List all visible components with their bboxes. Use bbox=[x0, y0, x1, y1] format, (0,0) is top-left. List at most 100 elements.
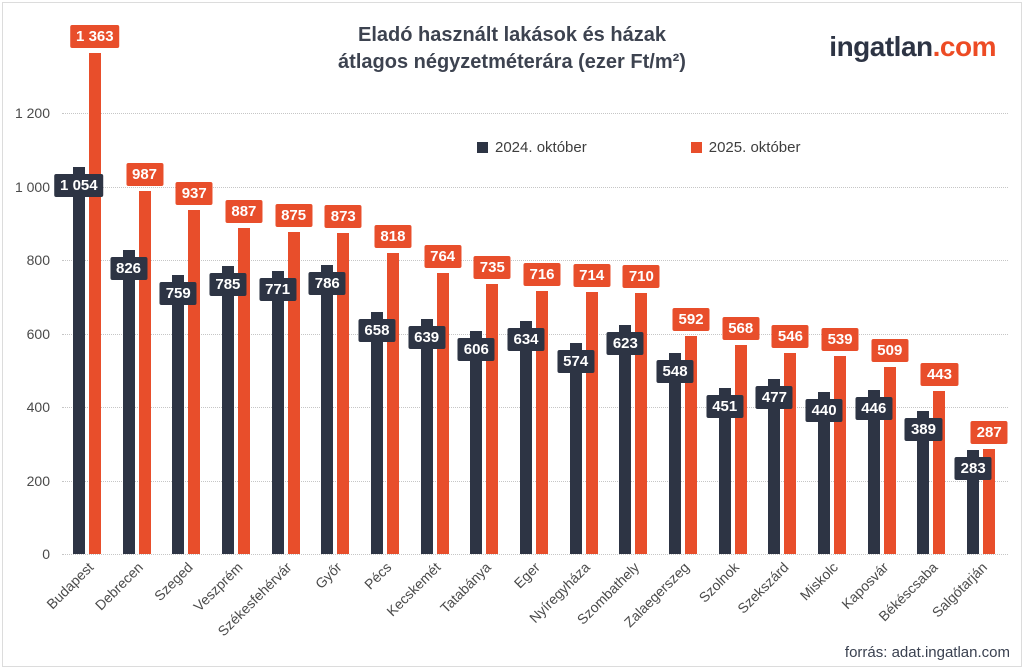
gridline-0 bbox=[62, 554, 1008, 555]
value-badge-2025-kecskemet: 764 bbox=[424, 245, 462, 269]
value-badge-2024-pecs: 658 bbox=[358, 319, 396, 343]
value-badge-2024-salgotarjan: 283 bbox=[954, 456, 992, 480]
x-label-pecs: Pécs bbox=[360, 559, 395, 593]
value-badge-2025-salgotarjan: 287 bbox=[970, 420, 1008, 444]
logo-tld-text: .com bbox=[932, 31, 997, 62]
source-credit: forrás: adat.ingatlan.com bbox=[844, 644, 1010, 661]
x-label-miskolc: Miskolc bbox=[797, 559, 842, 604]
gridline-400 bbox=[62, 407, 1008, 408]
gridline-800 bbox=[62, 260, 1008, 261]
legend-label-2025: 2025. október bbox=[708, 139, 801, 156]
bar-2024-gyor bbox=[321, 265, 334, 554]
legend-item-2024: 2024. október bbox=[477, 139, 587, 156]
value-badge-2025-zalaegerszeg: 592 bbox=[672, 308, 710, 332]
page-title: Eladó használt lakások és házak átlagos … bbox=[0, 22, 1024, 76]
bar-2025-szolnok bbox=[734, 345, 747, 554]
value-badge-2025-debrecen: 987 bbox=[126, 163, 164, 187]
bar-2024-szeged bbox=[172, 275, 185, 554]
y-tick-label-1200: 1 200 bbox=[14, 105, 50, 121]
value-badge-2024-kecskemet: 639 bbox=[408, 326, 446, 350]
bar-2025-budapest bbox=[88, 53, 101, 554]
value-badge-2024-szekesfehervar: 771 bbox=[259, 277, 297, 301]
value-badge-2025-tatabanya: 735 bbox=[473, 255, 511, 279]
value-badge-2025-szeged: 937 bbox=[175, 181, 213, 205]
bar-2024-miskolc bbox=[818, 392, 831, 554]
bar-2024-zalaegerszeg bbox=[669, 352, 682, 554]
bar-2024-kaposvar bbox=[867, 390, 880, 554]
value-badge-2025-nyiregyhaza: 714 bbox=[573, 263, 611, 287]
value-badge-2025-eger: 716 bbox=[523, 262, 561, 286]
gridline-1200 bbox=[62, 113, 1008, 114]
value-badge-2024-szombathely: 623 bbox=[606, 332, 644, 356]
bar-2024-budapest bbox=[72, 166, 85, 554]
bar-2025-eger bbox=[536, 290, 548, 554]
bar-2025-nyiregyhaza bbox=[585, 291, 598, 554]
legend-item-2025: 2025. október bbox=[690, 139, 801, 156]
x-label-szekszard: Szekszárd bbox=[734, 559, 792, 617]
value-badge-2025-miskolc: 539 bbox=[821, 327, 859, 351]
value-badge-2024-bekescsaba: 389 bbox=[904, 418, 942, 442]
x-label-budapest: Budapest bbox=[42, 559, 97, 613]
value-badge-2024-kaposvar: 446 bbox=[855, 397, 893, 421]
bar-2024-szekesfehervar bbox=[271, 270, 284, 554]
bar-2025-szeged bbox=[188, 209, 201, 554]
legend: 2024. október 2025. október bbox=[477, 139, 801, 156]
bar-2024-veszprem bbox=[221, 265, 234, 554]
bar-2025-veszprem bbox=[237, 228, 250, 554]
y-tick-label-200: 200 bbox=[26, 472, 50, 489]
value-badge-2024-szekszard: 477 bbox=[755, 385, 793, 409]
value-badge-2025-bekescsaba: 443 bbox=[920, 363, 958, 387]
value-badge-2024-tatabanya: 606 bbox=[457, 338, 495, 362]
x-label-tatabanya: Tatabánya bbox=[436, 559, 494, 616]
y-tick-label-1000: 1 000 bbox=[14, 178, 50, 195]
bar-2024-szolnok bbox=[718, 388, 731, 554]
value-badge-2024-zalaegerszeg: 548 bbox=[656, 359, 694, 383]
bar-2024-bekescsaba bbox=[917, 411, 930, 554]
bar-2024-debrecen bbox=[122, 250, 135, 554]
value-badge-2025-szekszard: 546 bbox=[771, 325, 809, 349]
y-tick-label-400: 400 bbox=[26, 399, 50, 415]
value-badge-2024-eger: 634 bbox=[507, 328, 545, 351]
value-badge-2024-szeged: 759 bbox=[159, 282, 197, 306]
ingatlan-logo: ingatlan.com bbox=[829, 31, 996, 63]
bar-2024-szekszard bbox=[768, 378, 781, 554]
bar-2025-kecskemet bbox=[436, 273, 449, 554]
bar-2025-szekesfehervar bbox=[287, 232, 300, 554]
value-badge-2024-miskolc: 440 bbox=[805, 399, 843, 423]
value-badge-2025-szolnok: 568 bbox=[722, 317, 760, 341]
bar-2024-szombathely bbox=[619, 325, 632, 554]
value-badge-2024-veszprem: 785 bbox=[209, 272, 247, 296]
bar-2025-gyor bbox=[337, 233, 350, 554]
y-tick-label-0: 0 bbox=[42, 546, 50, 562]
bar-2025-szombathely bbox=[635, 293, 648, 554]
legend-label-2024: 2024. október bbox=[495, 139, 587, 156]
logo-name-text: ingatlan bbox=[829, 31, 933, 62]
bar-2024-nyiregyhaza bbox=[569, 343, 582, 554]
value-badge-2024-gyor: 786 bbox=[308, 272, 346, 296]
legend-swatch-2024 bbox=[477, 142, 488, 153]
bar-2025-tatabanya bbox=[486, 283, 499, 554]
value-badge-2025-szekesfehervar: 875 bbox=[275, 204, 313, 228]
value-badge-2025-gyor: 873 bbox=[324, 205, 362, 229]
bar-2024-eger bbox=[520, 321, 532, 554]
x-label-debrecen: Debrecen bbox=[91, 559, 146, 614]
value-badge-2025-pecs: 818 bbox=[374, 225, 412, 249]
value-badge-2024-budapest: 1 054 bbox=[54, 173, 104, 197]
legend-swatch-2025 bbox=[690, 142, 702, 153]
value-badge-2024-szolnok: 451 bbox=[706, 395, 744, 419]
value-badge-2024-debrecen: 826 bbox=[110, 257, 148, 281]
bar-2024-pecs bbox=[370, 312, 383, 554]
bar-2025-pecs bbox=[386, 253, 399, 554]
value-badge-2025-budapest: 1 363 bbox=[70, 25, 120, 49]
value-badge-2025-veszprem: 887 bbox=[225, 200, 263, 224]
page-title-line2: átlagos négyzetméterára (ezer Ft/m²) bbox=[338, 51, 686, 73]
y-tick-label-600: 600 bbox=[26, 325, 50, 342]
x-label-eger: Eger bbox=[511, 559, 544, 592]
bar-2025-szekszard bbox=[784, 353, 797, 554]
gridline-1000 bbox=[62, 186, 1008, 188]
bar-2025-debrecen bbox=[138, 191, 151, 554]
y-tick-label-800: 800 bbox=[26, 252, 50, 268]
x-label-gyor: Győr bbox=[311, 559, 345, 592]
